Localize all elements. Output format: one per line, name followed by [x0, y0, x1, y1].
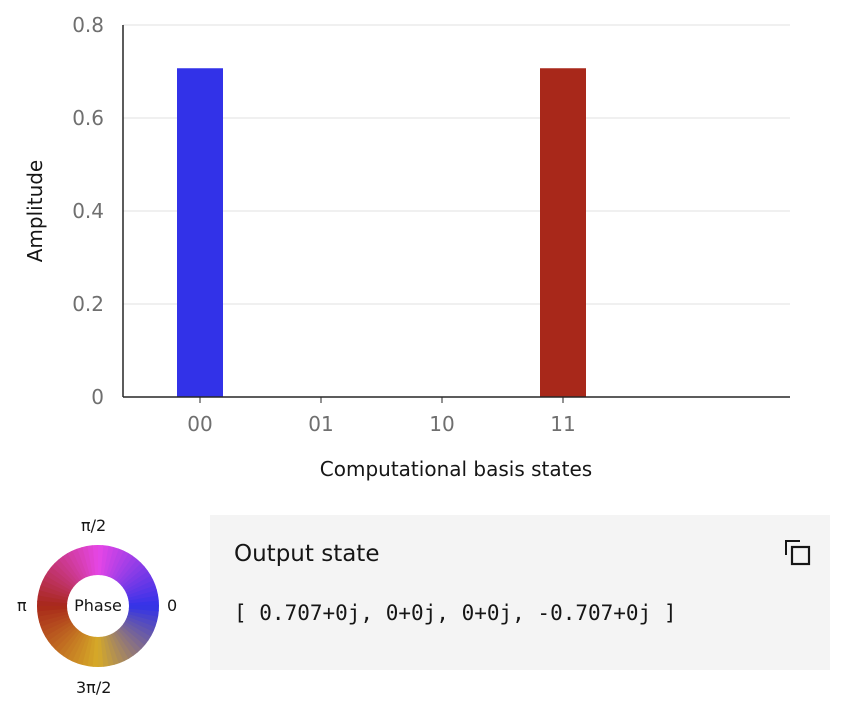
x-tick-labels: 00 01 10 11: [187, 397, 576, 436]
bar-00[interactable]: [177, 68, 223, 398]
output-state-title: Output state: [234, 541, 380, 567]
y-tick-label: 0.2: [72, 292, 104, 316]
output-state-vector: [ 0.707+0j, 0+0j, 0+0j, -0.707+0j ]: [234, 601, 677, 625]
bars: [177, 68, 586, 398]
bar-11[interactable]: [540, 68, 586, 398]
x-tick-label: 11: [550, 412, 575, 436]
x-tick-label: 01: [308, 412, 333, 436]
phase-label-bottom: 3π/2: [76, 678, 112, 697]
x-tick-label: 00: [187, 412, 212, 436]
phase-legend: π/2 π 0 3π/2 Phase: [0, 500, 200, 720]
copy-button[interactable]: [780, 535, 816, 571]
copy-icon: [785, 540, 811, 566]
phase-label-right: 0: [167, 596, 178, 615]
phase-wheel: Phase: [36, 545, 159, 667]
amplitude-chart: 0 0.2 0.4 0.6 0.8 00 01 10 11 Computational bas…: [23, 13, 790, 481]
x-axis-title: Computational basis states: [320, 457, 592, 481]
y-tick-label: 0: [91, 385, 104, 409]
x-tick-label: 10: [429, 412, 454, 436]
y-tick-labels: 0 0.2 0.4 0.6 0.8: [72, 13, 104, 409]
output-state-panel: Output state [ 0.707+0j, 0+0j, 0+0j, -0.…: [210, 515, 830, 670]
y-tick-label: 0.6: [72, 106, 104, 130]
phase-center-label: Phase: [74, 596, 122, 615]
y-tick-label: 0.4: [72, 199, 104, 223]
phase-label-top: π/2: [81, 516, 107, 535]
y-axis-title: Amplitude: [23, 160, 47, 263]
y-tick-label: 0.8: [72, 13, 104, 37]
grid-lines: [123, 24, 790, 305]
phase-label-left: π: [17, 596, 27, 615]
